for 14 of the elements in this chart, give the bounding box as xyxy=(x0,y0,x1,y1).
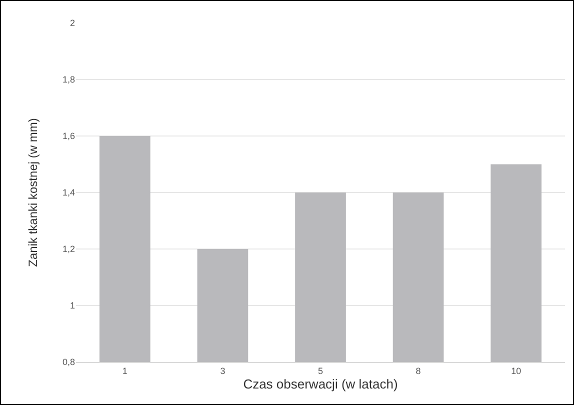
y-tick-label: 0,8 xyxy=(62,357,75,368)
y-tick-label: 1 xyxy=(70,300,75,311)
y-tick-label: 1,8 xyxy=(62,74,75,85)
y-axis-title: Zanik tkanki kostnej (w mm) xyxy=(26,118,40,267)
y-tick-label: 1,4 xyxy=(62,188,75,198)
x-tick-label: 10 xyxy=(511,366,522,376)
x-tick-label: 1 xyxy=(122,366,128,376)
x-tick-label: 3 xyxy=(220,366,226,376)
y-tick-label: 2 xyxy=(70,18,75,28)
x-tick-label: 8 xyxy=(416,366,421,376)
y-tick-label: 1,6 xyxy=(62,131,75,142)
y-tick-label: 1,2 xyxy=(62,244,75,254)
x-tick-label: 5 xyxy=(318,366,324,376)
x-axis-title: Czas obserwacji (w latach) xyxy=(243,376,398,392)
